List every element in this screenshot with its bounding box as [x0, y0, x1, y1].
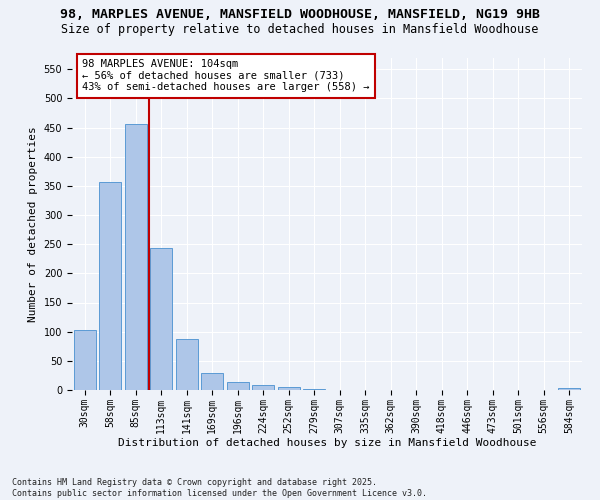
Bar	[151, 248, 172, 390]
Bar	[74, 330, 95, 390]
Bar	[100, 182, 121, 390]
Bar	[227, 382, 248, 390]
Text: Contains HM Land Registry data © Crown copyright and database right 2025.
Contai: Contains HM Land Registry data © Crown c…	[12, 478, 427, 498]
Text: 98 MARPLES AVENUE: 104sqm
← 56% of detached houses are smaller (733)
43% of semi: 98 MARPLES AVENUE: 104sqm ← 56% of detac…	[82, 59, 370, 92]
Y-axis label: Number of detached properties: Number of detached properties	[28, 126, 38, 322]
Bar	[278, 387, 299, 390]
Bar	[125, 124, 146, 390]
Bar	[176, 338, 197, 390]
Bar	[559, 388, 580, 390]
Bar	[202, 372, 223, 390]
X-axis label: Distribution of detached houses by size in Mansfield Woodhouse: Distribution of detached houses by size …	[118, 438, 536, 448]
Bar	[253, 386, 274, 390]
Text: 98, MARPLES AVENUE, MANSFIELD WOODHOUSE, MANSFIELD, NG19 9HB: 98, MARPLES AVENUE, MANSFIELD WOODHOUSE,…	[60, 8, 540, 20]
Text: Size of property relative to detached houses in Mansfield Woodhouse: Size of property relative to detached ho…	[61, 22, 539, 36]
